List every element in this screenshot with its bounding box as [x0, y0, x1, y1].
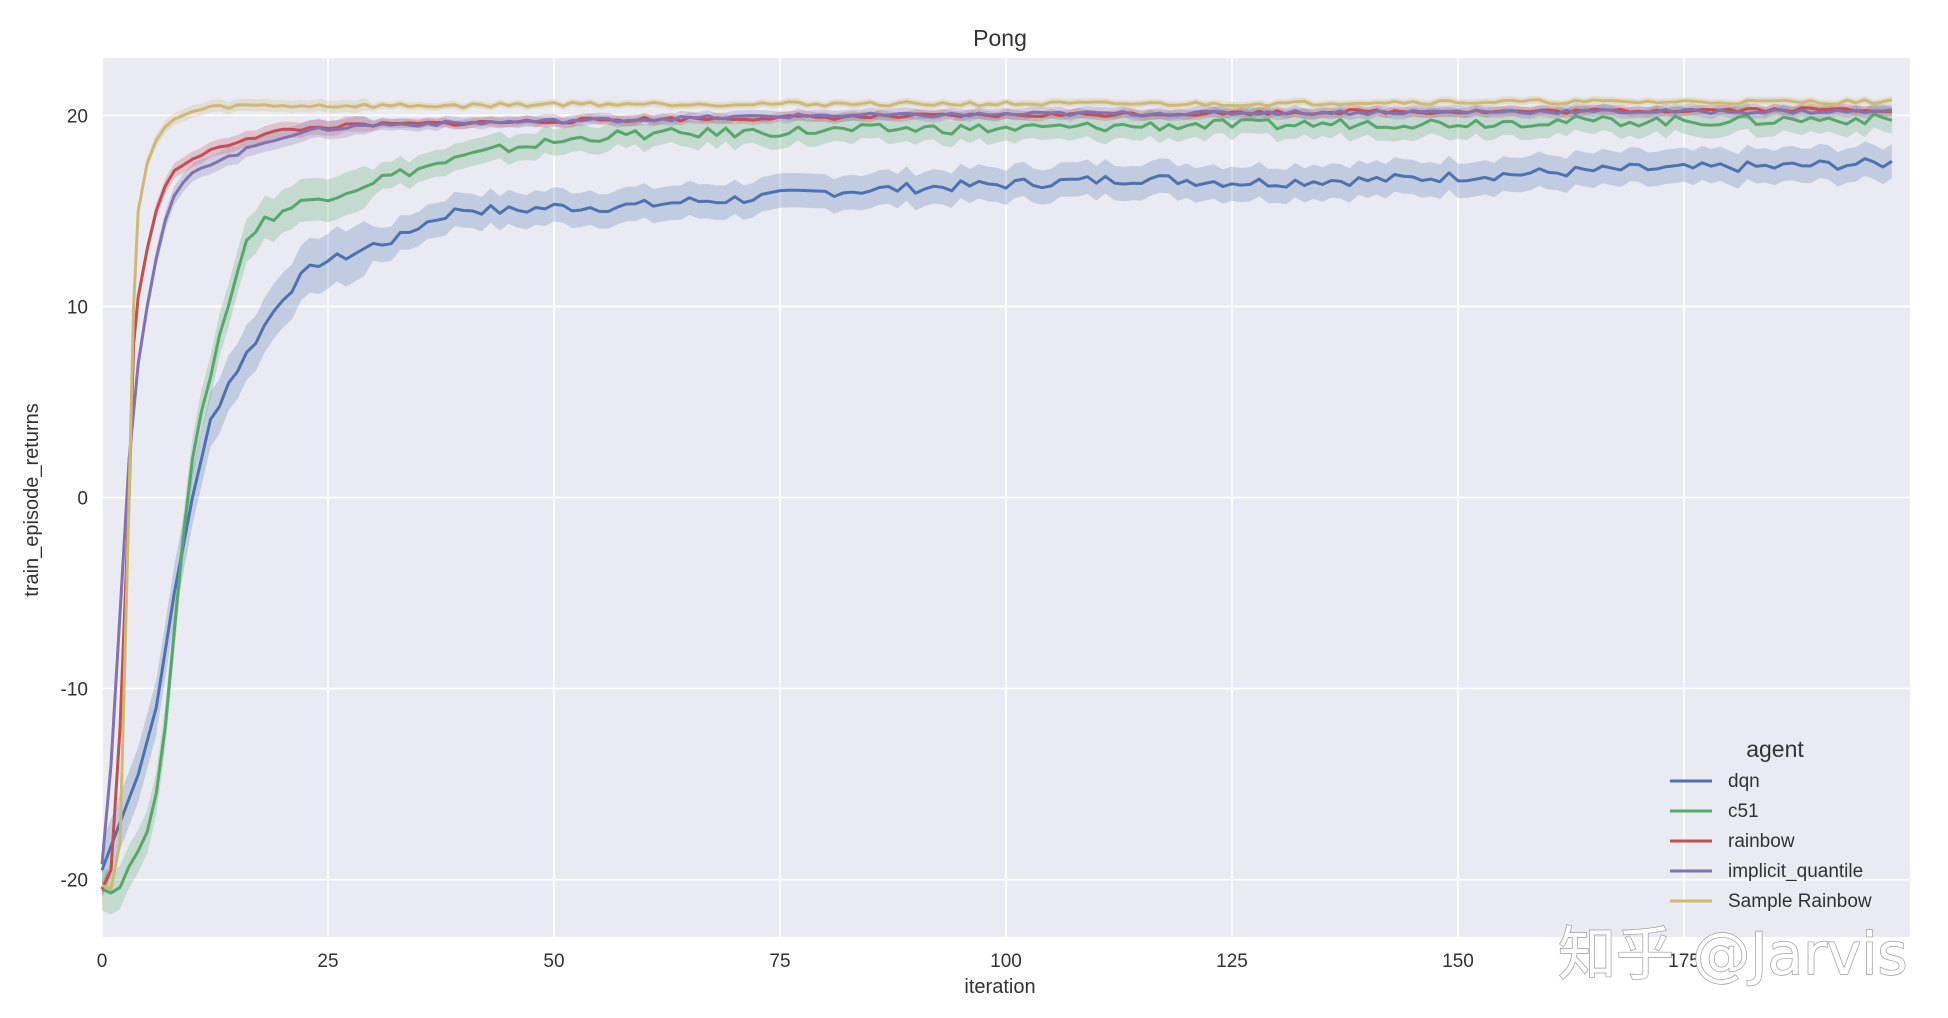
x-tick-label: 125: [1216, 951, 1248, 972]
x-tick-label: 0: [97, 951, 108, 972]
x-tick-label: 75: [769, 951, 790, 972]
legend-entry: rainbow: [1728, 831, 1795, 852]
line-implicit_quantile: [100, 107, 1893, 865]
x-tick-label: 175: [1668, 951, 1700, 972]
legend-entry: implicit_quantile: [1728, 861, 1863, 882]
x-tick-labels: 0 25 50 75 100 125 150 175: [97, 951, 1700, 972]
line-dqn: [100, 157, 1893, 871]
legend: agent dqn c51 rainbow implicit_quantile Samp…: [1670, 736, 1872, 912]
line-sample-rainbow: [101, 98, 1893, 891]
y-tick-label: 0: [77, 489, 88, 510]
x-tick-label: 100: [990, 951, 1022, 972]
watermark: 知乎 @Jarvis: [1558, 920, 1908, 988]
legend-entry: Sample Rainbow: [1728, 891, 1872, 912]
x-tick-label: 25: [317, 951, 338, 972]
y-tick-labels: -20 -10 0 10 20: [61, 106, 88, 891]
legend-entry: c51: [1728, 801, 1759, 822]
legend-entry: dqn: [1728, 771, 1760, 792]
legend-title: agent: [1746, 736, 1804, 762]
y-axis-label: train_episode_returns: [21, 403, 43, 596]
y-tick-label: -10: [61, 680, 88, 701]
series-lines: [100, 98, 1893, 895]
line-c51: [101, 112, 1893, 895]
x-tick-label: 150: [1442, 951, 1474, 972]
x-tick-label: 50: [543, 951, 564, 972]
x-axis-label: iteration: [964, 976, 1035, 998]
y-tick-label: 10: [67, 297, 88, 318]
y-tick-label: 20: [67, 106, 88, 127]
chart-title: Pong: [973, 25, 1027, 51]
y-tick-label: -20: [61, 871, 88, 892]
